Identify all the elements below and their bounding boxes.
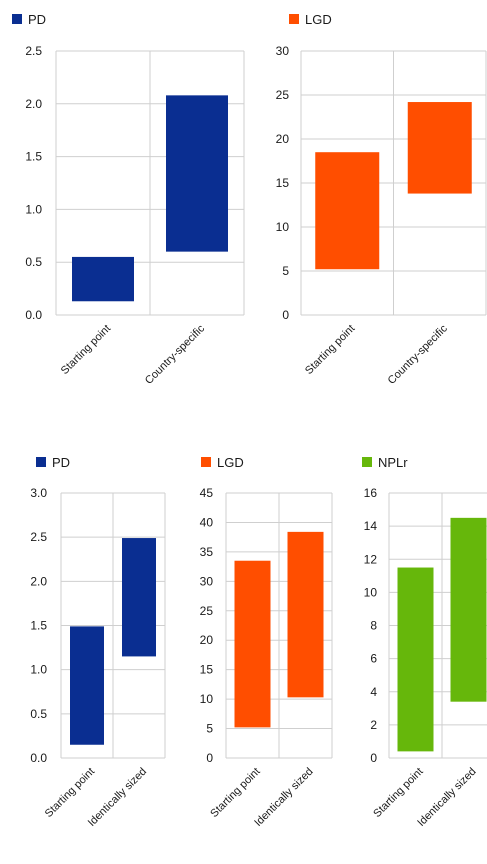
- y-tick-label: 3.0: [30, 486, 47, 500]
- bar-starting-point: [397, 567, 434, 752]
- bar-starting-point: [70, 626, 104, 745]
- y-tick-label: 1.5: [25, 150, 42, 164]
- x-category-label: Country-specific: [143, 322, 208, 387]
- y-tick-label: 2.0: [25, 97, 42, 111]
- y-tick-label: 25: [276, 88, 290, 102]
- y-tick-label: 20: [200, 633, 214, 647]
- bar-comparison: [287, 531, 324, 698]
- y-tick-label: 5: [206, 722, 213, 736]
- y-tick-label: 0.5: [25, 255, 42, 269]
- y-tick-label: 14: [364, 519, 378, 533]
- legend-swatch: [362, 457, 372, 467]
- y-tick-label: 2: [370, 718, 377, 732]
- legend-label: NPLr: [378, 455, 408, 470]
- legend-label: PD: [52, 455, 70, 470]
- legend-swatch: [36, 457, 46, 467]
- chart-panel-4: 0 5 10 15 20 25 30 35 40 45 Starting pointIdentica…: [200, 455, 333, 829]
- legend-swatch: [12, 14, 22, 24]
- bar-starting-point: [72, 256, 134, 302]
- y-tick-label: 0.5: [30, 707, 47, 721]
- chart-panel-2: 0 5 10 15 20 25 30 Starting point Country-specif…: [276, 12, 487, 387]
- y-tick-label: 1.0: [30, 663, 47, 677]
- y-tick-label: 40: [200, 515, 214, 529]
- bar-comparison: [166, 95, 228, 252]
- legend-label: LGD: [305, 12, 332, 27]
- y-tick-label: 30: [276, 44, 290, 58]
- x-category-label: Identically sized: [415, 766, 478, 829]
- bar-starting-point: [234, 560, 271, 728]
- x-category-label: Country-specific: [386, 322, 451, 387]
- x-category-label: Identically sized: [252, 766, 315, 829]
- legend-label: LGD: [217, 455, 244, 470]
- y-tick-label: 10: [276, 220, 290, 234]
- y-tick-label: 1.0: [25, 202, 42, 216]
- chart-panel-1: 0.0 0.5 1.0 1.5 2.0 2.5 Starting point Country-…: [12, 12, 245, 387]
- bar-starting-point: [315, 152, 380, 270]
- y-tick-label: 45: [200, 486, 214, 500]
- y-tick-label: 12: [364, 552, 378, 566]
- y-tick-label: 30: [200, 574, 214, 588]
- y-tick-label: 15: [200, 663, 214, 677]
- y-tick-label: 0: [206, 751, 213, 765]
- legend-swatch: [201, 457, 211, 467]
- y-tick-label: 15: [276, 176, 290, 190]
- y-tick-label: 5: [282, 264, 289, 278]
- y-tick-label: 10: [364, 585, 378, 599]
- y-tick-label: 0: [370, 751, 377, 765]
- x-category-label: Starting point: [59, 323, 113, 377]
- y-tick-label: 10: [200, 692, 214, 706]
- y-tick-label: 2.5: [25, 44, 42, 58]
- y-tick-label: 20: [276, 132, 290, 146]
- legend-label: PD: [28, 12, 46, 27]
- x-category-label: Starting point: [208, 766, 262, 820]
- legend-swatch: [289, 14, 299, 24]
- x-category-label: Starting point: [43, 766, 97, 820]
- y-tick-label: 16: [364, 486, 378, 500]
- x-category-label: Starting point: [303, 323, 357, 377]
- bar-comparison: [122, 538, 156, 657]
- y-tick-label: 0.0: [30, 751, 47, 765]
- y-tick-label: 6: [370, 652, 377, 666]
- y-tick-label: 0.0: [25, 308, 42, 322]
- y-tick-label: 25: [200, 604, 214, 618]
- y-tick-label: 4: [370, 685, 377, 699]
- y-tick-label: 8: [370, 619, 377, 633]
- y-tick-label: 1.5: [30, 619, 47, 633]
- bar-comparison: [407, 102, 472, 194]
- y-tick-label: 2.0: [30, 574, 47, 588]
- y-tick-label: 0: [282, 308, 289, 322]
- y-tick-label: 35: [200, 545, 214, 559]
- y-tick-label: 2.5: [30, 530, 47, 544]
- bar-comparison: [450, 517, 487, 702]
- x-category-label: Starting point: [371, 766, 425, 820]
